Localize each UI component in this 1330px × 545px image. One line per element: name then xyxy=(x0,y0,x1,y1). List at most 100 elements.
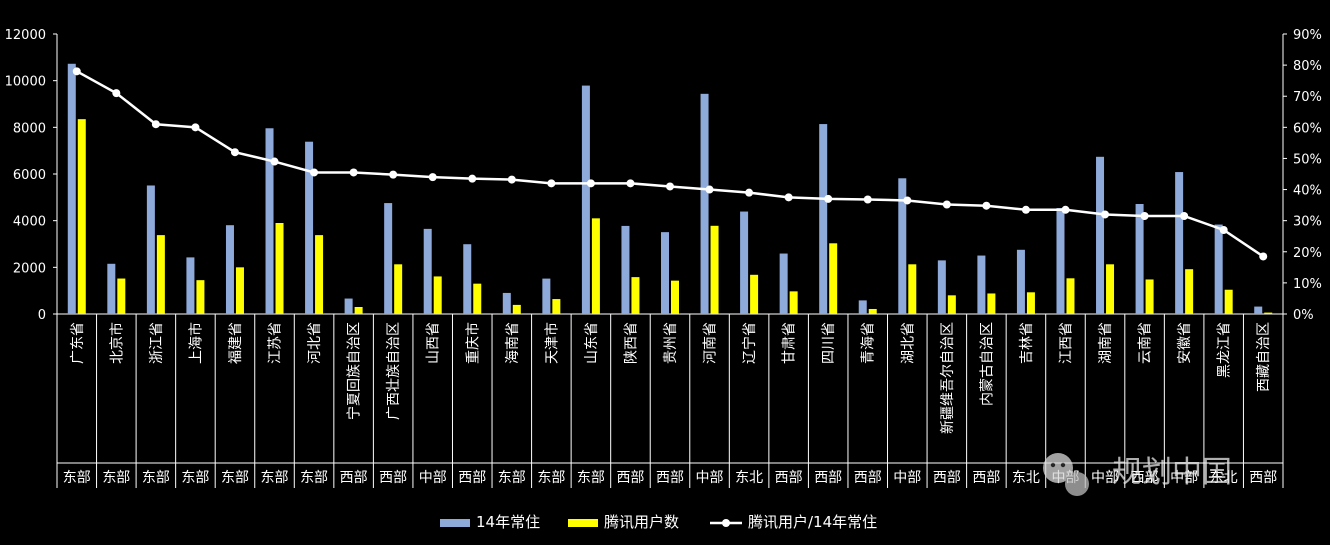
x-category-label: 青海省 xyxy=(861,322,877,364)
bar-14年常住 xyxy=(1135,204,1144,314)
legend-swatch-14年常住 xyxy=(440,519,470,527)
x-category-label: 云南省 xyxy=(1138,322,1154,364)
bar-腾讯用户数 xyxy=(433,276,442,314)
line-point xyxy=(349,168,358,177)
x-region-label: 东部 xyxy=(181,470,209,486)
bar-腾讯用户数 xyxy=(671,280,679,314)
line-point xyxy=(824,194,833,203)
y-left-tick-label: 10000 xyxy=(5,75,46,90)
line-point xyxy=(112,89,121,98)
x-region-label: 东部 xyxy=(102,470,130,486)
x-region-label: 西部 xyxy=(814,470,842,486)
line-point xyxy=(1061,205,1070,214)
wechat-icon-bubble-large xyxy=(1043,453,1073,483)
bar-14年常住 xyxy=(542,278,551,314)
bar-14年常住 xyxy=(67,63,76,315)
bar-14年常住 xyxy=(423,228,432,314)
bar-腾讯用户数 xyxy=(156,235,165,314)
x-category-label: 宁夏回族自治区 xyxy=(346,322,363,420)
x-category-label: 上海市 xyxy=(187,322,204,364)
line-point xyxy=(1140,212,1149,220)
bar-腾讯用户数 xyxy=(908,264,917,314)
x-region-label: 东部 xyxy=(498,470,526,486)
bar-14年常住 xyxy=(581,85,590,314)
line-point xyxy=(1219,226,1228,234)
line-point xyxy=(151,120,160,129)
bar-腾讯用户数 xyxy=(789,291,798,314)
bar-腾讯用户数 xyxy=(473,283,482,314)
x-region-label: 东部 xyxy=(221,470,249,486)
bar-14年常住 xyxy=(1056,208,1065,314)
bar-14年常住 xyxy=(858,300,867,314)
x-region-label: 东部 xyxy=(537,470,565,486)
bar-腾讯用户数 xyxy=(1066,278,1075,314)
x-region-label: 中部 xyxy=(696,470,724,486)
x-category-label: 安徽省 xyxy=(1177,322,1193,364)
bar-14年常住 xyxy=(819,124,828,314)
x-category-label: 福建省 xyxy=(228,322,244,364)
bar-14年常住 xyxy=(898,178,907,314)
bar-腾讯用户数 xyxy=(196,280,205,314)
line-point xyxy=(230,148,239,157)
x-category-label: 江西省 xyxy=(1058,322,1074,364)
y-right-tick-label: 20% xyxy=(1293,246,1322,261)
x-category-label: 广东省 xyxy=(70,322,86,364)
y-left-tick-label: 6000 xyxy=(13,168,46,183)
bar-腾讯用户数 xyxy=(275,223,284,314)
x-category-label: 四川省 xyxy=(821,322,837,364)
bar-腾讯用户数 xyxy=(868,308,877,314)
bar-腾讯用户数 xyxy=(947,295,956,314)
bar-14年常住 xyxy=(107,263,116,314)
line-point xyxy=(270,157,279,166)
bar-14年常住 xyxy=(700,93,709,315)
x-region-label: 东部 xyxy=(261,470,289,486)
bar-14年常住 xyxy=(146,185,155,314)
line-point xyxy=(1021,205,1030,214)
bar-14年常住 xyxy=(1016,249,1025,314)
bar-腾讯用户数 xyxy=(750,274,759,314)
x-category-label: 新疆维吾尔自治区 xyxy=(940,322,956,434)
x-region-label: 西部 xyxy=(1131,470,1159,486)
x-category-label: 河南省 xyxy=(703,322,719,364)
x-category-label: 湖北省 xyxy=(900,322,916,364)
bar-腾讯用户数 xyxy=(987,293,996,314)
x-region-label: 东北 xyxy=(1210,470,1238,486)
wechat-icon-bubble-small xyxy=(1065,472,1089,496)
bar-14年常住 xyxy=(937,260,946,314)
line-point xyxy=(389,170,398,179)
x-region-label: 东部 xyxy=(577,470,605,486)
line-point xyxy=(705,185,714,194)
x-region-label: 西部 xyxy=(656,470,684,486)
bar-腾讯用户数 xyxy=(710,225,719,314)
y-right-tick-label: 40% xyxy=(1293,184,1322,199)
y-right-tick-label: 80% xyxy=(1293,59,1322,74)
legend-label: 腾讯用户/14年常住 xyxy=(748,513,877,531)
bar-14年常住 xyxy=(1254,306,1263,314)
legend-swatch-marker xyxy=(722,519,730,527)
x-region-label: 中部 xyxy=(419,470,447,486)
x-category-label: 黑龙江省 xyxy=(1217,322,1233,378)
bar-腾讯用户数 xyxy=(1224,289,1233,314)
y-right-tick-label: 90% xyxy=(1293,28,1322,43)
bar-14年常住 xyxy=(225,225,234,314)
line-point xyxy=(507,175,516,184)
bar-腾讯用户数 xyxy=(552,299,561,314)
x-region-label: 东北 xyxy=(1012,470,1040,486)
x-region-label: 东部 xyxy=(63,470,91,486)
bar-腾讯用户数 xyxy=(235,267,244,314)
line-point xyxy=(586,179,595,188)
x-category-label: 山西省 xyxy=(426,322,442,364)
x-category-label: 山东省 xyxy=(584,322,600,364)
bar-14年常住 xyxy=(1214,224,1223,314)
y-left-tick-label: 4000 xyxy=(13,215,46,230)
x-category-label: 重庆市 xyxy=(464,322,481,364)
x-category-label: 湖南省 xyxy=(1098,322,1114,364)
line-point xyxy=(1101,210,1110,219)
bar-腾讯用户数 xyxy=(77,119,86,315)
y-right-tick-label: 60% xyxy=(1293,121,1322,136)
bar-14年常住 xyxy=(344,298,353,314)
bar-腾讯用户数 xyxy=(1145,279,1154,314)
line-point xyxy=(784,193,793,202)
bar-14年常住 xyxy=(265,128,274,314)
legend-swatch-腾讯用户数 xyxy=(568,519,598,527)
